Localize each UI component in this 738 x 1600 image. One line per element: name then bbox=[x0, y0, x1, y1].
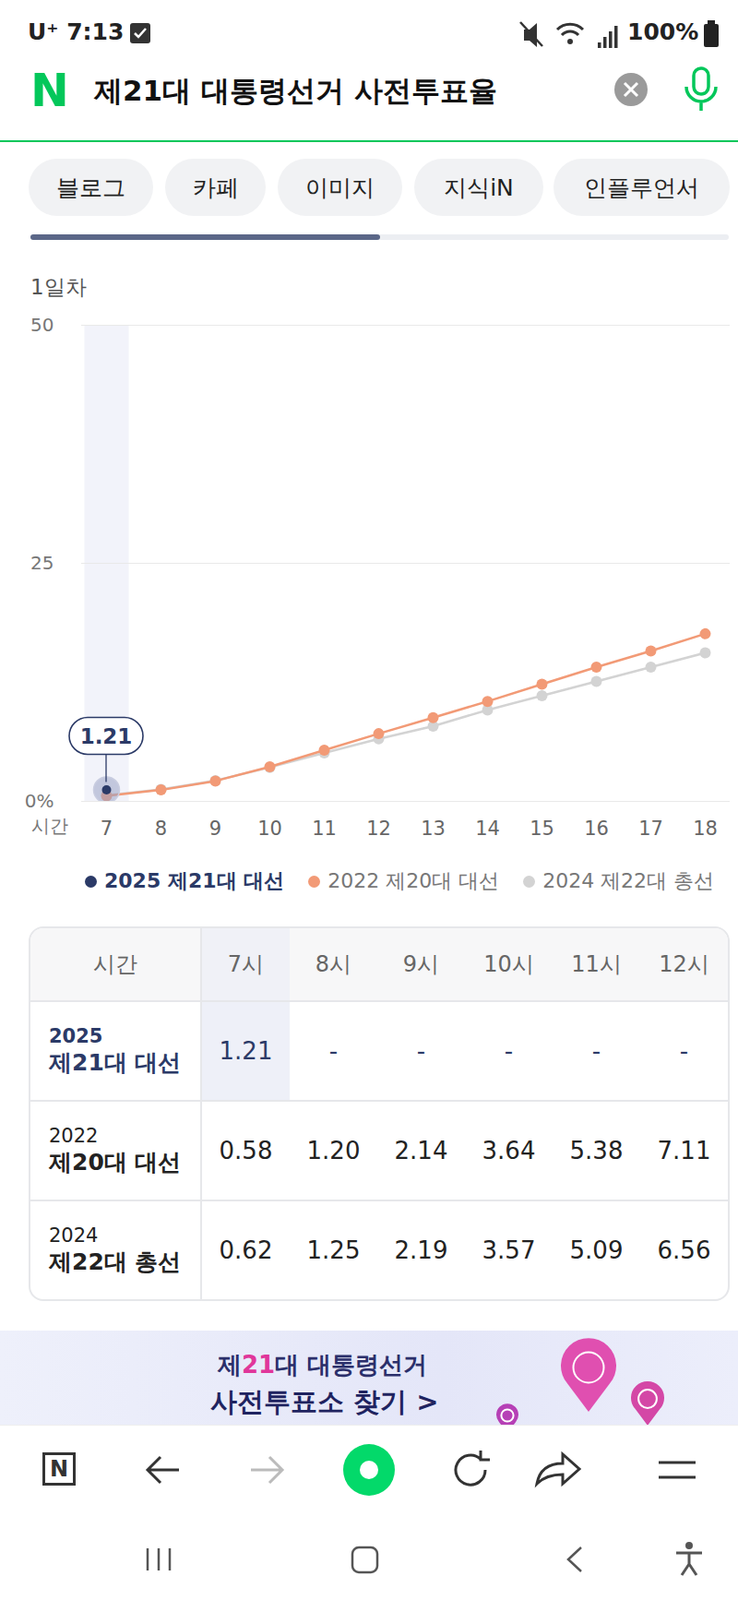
html-text:2.14: 2.14 bbox=[394, 1136, 448, 1165]
html-text:2022: 2022 bbox=[48, 1124, 99, 1147]
html-text:N: N bbox=[49, 1455, 69, 1482]
html-text:이미지: 이미지 bbox=[305, 173, 375, 201]
html-text:2025: 2025 bbox=[48, 1024, 103, 1047]
html-text:100%: 100% bbox=[627, 18, 699, 46]
svg-text:10: 10 bbox=[257, 817, 283, 840]
svg-text:15: 15 bbox=[529, 817, 555, 840]
html-text:0.62: 0.62 bbox=[219, 1236, 273, 1264]
svg-text:18: 18 bbox=[692, 817, 718, 840]
html-text:9시: 9시 bbox=[403, 951, 440, 977]
html-text:6.56: 6.56 bbox=[657, 1236, 711, 1264]
html-text:3.57: 3.57 bbox=[482, 1236, 536, 1264]
svg-text:16: 16 bbox=[583, 817, 609, 840]
html-text:1.21: 1.21 bbox=[219, 1036, 273, 1065]
html-text:시간: 시간 bbox=[93, 951, 138, 977]
svg-text:13: 13 bbox=[420, 817, 446, 840]
html-text:2.19: 2.19 bbox=[394, 1236, 448, 1264]
html-text:제22대 총선: 제22대 총선 bbox=[48, 1247, 182, 1275]
svg-text:1.21: 1.21 bbox=[80, 724, 133, 749]
html-text:지식iN: 지식iN bbox=[443, 173, 514, 201]
html-text:시간: 시간 bbox=[31, 814, 69, 837]
html-text:7.11: 7.11 bbox=[657, 1136, 711, 1165]
html-text:제21대 대통령선거: 제21대 대통령선거 bbox=[217, 1350, 428, 1379]
html-text:2022 제20대 대선: 2022 제20대 대선 bbox=[327, 868, 500, 893]
html-text:제20대 대선: 제20대 대선 bbox=[48, 1148, 182, 1175]
html-text:2024: 2024 bbox=[48, 1223, 99, 1246]
html-text:12시: 12시 bbox=[658, 951, 710, 977]
svg-text:9: 9 bbox=[209, 817, 222, 840]
html-text:N: N bbox=[30, 63, 70, 118]
svg-text:11: 11 bbox=[311, 817, 337, 840]
svg-text:7: 7 bbox=[100, 817, 113, 840]
html-text:제21대 대통령선거 사전투표율: 제21대 대통령선거 사전투표율 bbox=[94, 73, 497, 108]
svg-text:25: 25 bbox=[30, 551, 54, 574]
html-text:8시: 8시 bbox=[315, 951, 352, 977]
html-text:2024 제22대 총선: 2024 제22대 총선 bbox=[542, 868, 715, 893]
svg-text:50: 50 bbox=[30, 313, 54, 336]
html-text:10시: 10시 bbox=[483, 951, 534, 977]
svg-text:0%: 0% bbox=[24, 789, 55, 812]
html-text:인플루언서: 인플루언서 bbox=[583, 173, 700, 201]
html-text:1.20: 1.20 bbox=[306, 1136, 361, 1165]
html-text:블로그: 블로그 bbox=[56, 173, 126, 201]
html-text:11시: 11시 bbox=[571, 951, 622, 977]
html-text:2025 제21대 대선: 2025 제21대 대선 bbox=[104, 868, 285, 893]
svg-text:12: 12 bbox=[366, 817, 392, 840]
svg-text:17: 17 bbox=[638, 817, 664, 840]
html-text:사전투표소 찾기 >: 사전투표소 찾기 > bbox=[210, 1385, 439, 1417]
html-text:1일차: 1일차 bbox=[30, 274, 87, 299]
html-text:7시: 7시 bbox=[227, 951, 264, 977]
html-text:3.64: 3.64 bbox=[482, 1136, 536, 1165]
svg-text:14: 14 bbox=[475, 817, 500, 840]
html-text:0.58: 0.58 bbox=[219, 1136, 273, 1165]
html-text:5.38: 5.38 bbox=[569, 1136, 624, 1165]
html-text:카페: 카페 bbox=[192, 173, 239, 201]
html-text:1.25: 1.25 bbox=[306, 1236, 361, 1264]
html-text:U⁺ 7:13: U⁺ 7:13 bbox=[27, 18, 124, 46]
html-text:제21대 대선: 제21대 대선 bbox=[48, 1048, 182, 1076]
svg-text:8: 8 bbox=[154, 817, 167, 840]
html-text:5.09: 5.09 bbox=[569, 1236, 624, 1264]
